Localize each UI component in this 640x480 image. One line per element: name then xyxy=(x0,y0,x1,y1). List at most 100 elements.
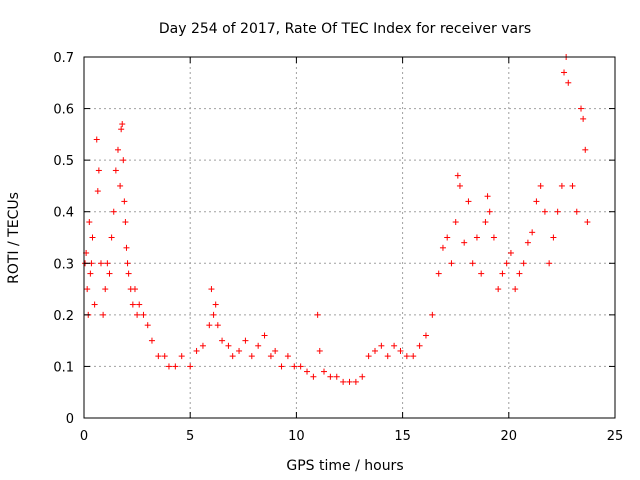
data-point xyxy=(321,368,328,375)
data-point xyxy=(499,270,506,277)
data-point xyxy=(104,260,111,267)
data-point xyxy=(410,353,417,360)
data-point xyxy=(129,301,136,308)
y-tick-label: 0.5 xyxy=(53,154,74,169)
data-point xyxy=(484,193,491,200)
data-point xyxy=(365,353,372,360)
data-point xyxy=(512,286,519,293)
data-point xyxy=(478,270,485,277)
data-point xyxy=(208,286,215,293)
data-point xyxy=(304,368,311,375)
data-point xyxy=(87,270,94,277)
data-point xyxy=(140,311,147,318)
data-point xyxy=(219,337,226,344)
data-point xyxy=(516,270,523,277)
data-point xyxy=(84,286,91,293)
data-point xyxy=(110,208,117,215)
data-point xyxy=(120,157,127,164)
data-point xyxy=(89,234,96,241)
data-point xyxy=(537,182,544,189)
data-point xyxy=(310,373,317,380)
data-point xyxy=(490,234,497,241)
data-point xyxy=(573,208,580,215)
data-point xyxy=(486,208,493,215)
data-point xyxy=(520,260,527,267)
data-point xyxy=(554,208,561,215)
data-point xyxy=(212,301,219,308)
data-point xyxy=(199,342,206,349)
data-point xyxy=(278,363,285,370)
x-axis-label: GPS time / hours xyxy=(286,458,403,474)
y-tick-label: 0.2 xyxy=(53,309,74,324)
data-point xyxy=(106,270,113,277)
data-point xyxy=(86,219,93,226)
data-points xyxy=(82,54,591,385)
data-point xyxy=(541,208,548,215)
axis-ticks xyxy=(83,56,616,419)
data-point xyxy=(242,337,249,344)
x-tick-label: 25 xyxy=(607,429,624,444)
data-point xyxy=(397,347,404,354)
y-tick-label: 0.3 xyxy=(53,257,74,272)
data-point xyxy=(422,332,429,339)
chart-title: Day 254 of 2017, Rate Of TEC Index for r… xyxy=(159,21,531,37)
data-point xyxy=(121,198,128,205)
x-tick-label: 15 xyxy=(394,429,411,444)
data-point xyxy=(416,342,423,349)
data-point xyxy=(112,167,119,174)
data-point xyxy=(91,301,98,308)
data-point xyxy=(187,363,194,370)
data-point xyxy=(229,353,236,360)
data-point xyxy=(465,198,472,205)
data-point xyxy=(469,260,476,267)
data-point xyxy=(255,342,262,349)
data-point xyxy=(378,342,385,349)
data-point xyxy=(452,219,459,226)
y-tick-label: 0.4 xyxy=(53,206,74,221)
data-point xyxy=(95,167,102,174)
data-point xyxy=(102,286,109,293)
data-point xyxy=(117,182,124,189)
data-point xyxy=(284,353,291,360)
data-point xyxy=(155,353,162,360)
y-tick-label: 0.7 xyxy=(53,51,74,66)
data-point xyxy=(124,260,131,267)
data-point xyxy=(569,182,576,189)
data-point xyxy=(119,121,126,128)
y-axis-label: ROTI / TECUs xyxy=(6,192,22,284)
data-point xyxy=(454,172,461,179)
data-point xyxy=(371,347,378,354)
data-point xyxy=(384,353,391,360)
data-point xyxy=(297,363,304,370)
data-point xyxy=(97,260,104,267)
data-point xyxy=(114,146,121,153)
data-point xyxy=(340,378,347,385)
x-tick-label: 20 xyxy=(501,429,518,444)
data-point xyxy=(507,249,514,256)
data-point xyxy=(148,337,155,344)
x-tick-label: 0 xyxy=(80,429,88,444)
data-point xyxy=(291,363,298,370)
data-point xyxy=(444,234,451,241)
data-point xyxy=(193,347,200,354)
data-point xyxy=(314,311,321,318)
data-point xyxy=(346,378,353,385)
data-point xyxy=(125,270,132,277)
grid-lines xyxy=(84,57,615,418)
x-tick-labels: 0 5 10 15 20 25 xyxy=(80,429,623,444)
data-point xyxy=(165,363,172,370)
data-point xyxy=(561,69,568,76)
data-point xyxy=(565,79,572,86)
data-point xyxy=(178,353,185,360)
data-point xyxy=(495,286,502,293)
data-point xyxy=(558,182,565,189)
x-tick-label: 5 xyxy=(186,429,194,444)
data-point xyxy=(261,332,268,339)
y-tick-label: 0.1 xyxy=(53,360,74,375)
data-point xyxy=(529,229,536,236)
data-point xyxy=(333,373,340,380)
data-point xyxy=(352,378,359,385)
data-point xyxy=(580,115,587,122)
data-point xyxy=(391,342,398,349)
